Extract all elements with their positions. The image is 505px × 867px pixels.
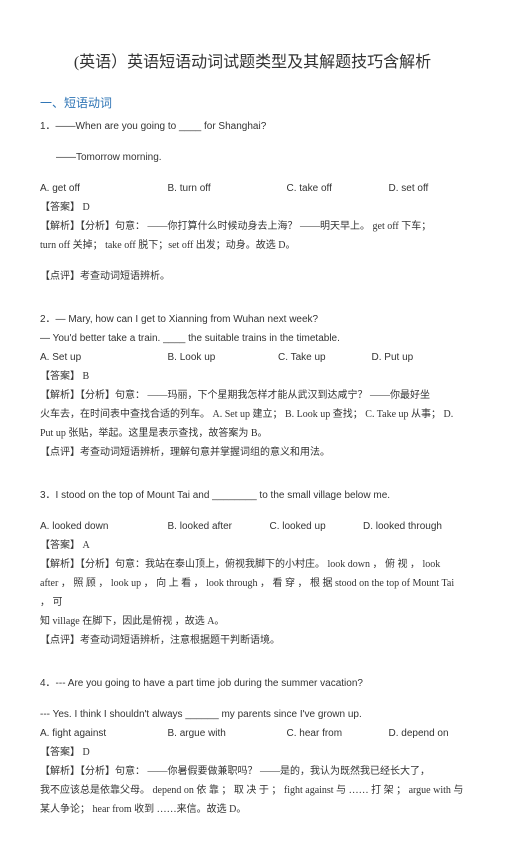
q1-exp1: 【解析】【分析】句意： ——你打算什么时候动身去上海？ ——明天早上。 get … (40, 217, 465, 236)
q4-opt-c: C. hear from (287, 724, 389, 743)
q3-opt-a: A. looked down (40, 517, 168, 536)
q3-exp2: after ， 照 顾 ， look up ， 向 上 看 ， look thr… (40, 574, 465, 612)
q3-opt-d: D. looked through (363, 517, 465, 536)
q3-exp3: 知 village 在脚下，因此是俯视 ，故选 A。 (40, 612, 465, 631)
q4-opt-d: D. depend on (389, 724, 466, 743)
q3-review: 【点评】考查动词短语辨析，注意根据题干判断语境。 (40, 631, 465, 650)
section-heading: 一、短语动词 (40, 92, 465, 115)
q3-options: A. looked down B. looked after C. looked… (40, 517, 465, 536)
q3-exp1: 【解析】【分析】句意：我站在泰山顶上，俯视我脚下的小村庄。 look down … (40, 555, 465, 574)
q2-answer: 【答案】 B (40, 367, 465, 386)
q1-review: 【点评】考查动词短语辨析。 (40, 267, 465, 286)
q4-options: A. fight against B. argue with C. hear f… (40, 724, 465, 743)
q2-line2: — You'd better take a train. ____ the su… (40, 329, 465, 348)
q1-opt-b: B. turn off (168, 179, 287, 198)
q1-answer: 【答案】 D (40, 198, 465, 217)
q4-answer: 【答案】 D (40, 743, 465, 762)
q4-line2: --- Yes. I think I shouldn't always ____… (40, 705, 465, 724)
q2-opt-c: C. Take up (278, 348, 372, 367)
q2-exp1: 【解析】【分析】句意： ——玛丽，下个星期我怎样才能从武汉到达咸宁？ ——你最好… (40, 386, 465, 405)
q1-stem: 1．——When are you going to ____ for Shang… (40, 117, 465, 136)
q1-options: A. get off B. turn off C. take off D. se… (40, 179, 465, 198)
q2-review: 【点评】考查动词短语辨析，理解句意并掌握词组的意义和用法。 (40, 443, 465, 462)
q3-opt-b: B. looked after (168, 517, 270, 536)
q1-opt-d: D. set off (389, 179, 466, 198)
q4-exp1: 【解析】【分析】句意： ——你暑假要做兼职吗？ ——是的，我认为既然我已经长大了… (40, 762, 465, 781)
q1-exp2: turn off 关掉； take off 脱下；set off 出发；动身。故… (40, 236, 465, 255)
q1-opt-a: A. get off (40, 179, 168, 198)
q4-stem: 4．--- Are you going to have a part time … (40, 674, 465, 693)
q1-line2: ——Tomorrow morning. (56, 148, 465, 167)
q2-options: A. Set up B. Look up C. Take up D. Put u… (40, 348, 465, 367)
doc-title: (英语）英语短语动词试题类型及其解题技巧含解析 (40, 48, 465, 78)
q2-opt-a: A. Set up (40, 348, 168, 367)
q2-opt-d: D. Put up (372, 348, 449, 367)
q2-opt-b: B. Look up (168, 348, 279, 367)
q2-stem: 2．— Mary, how can I get to Xianning from… (40, 310, 465, 329)
q4-opt-b: B. argue with (168, 724, 287, 743)
q4-exp2: 我不应该总是依靠父母。 depend on 依 靠 ； 取 决 于 ； figh… (40, 781, 465, 800)
q1-opt-c: C. take off (287, 179, 389, 198)
q2-exp3: Put up 张贴，举起。这里是表示查找，故答案为 B。 (40, 424, 465, 443)
q3-opt-c: C. looked up (270, 517, 364, 536)
q3-stem: 3．I stood on the top of Mount Tai and __… (40, 486, 465, 505)
q3-answer: 【答案】 A (40, 536, 465, 555)
q4-opt-a: A. fight against (40, 724, 168, 743)
q4-exp3: 某人争论； hear from 收到 ……来信。故选 D。 (40, 800, 465, 819)
q2-exp2: 火车去，在时间表中查找合适的列车。 A. Set up 建立； B. Look … (40, 405, 465, 424)
